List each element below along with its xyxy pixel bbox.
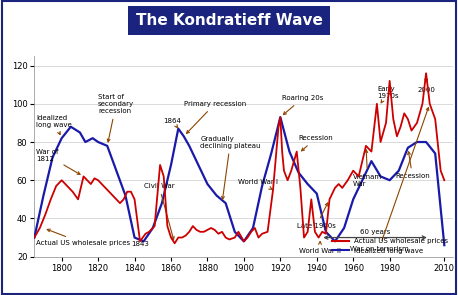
- Text: World War I: World War I: [239, 179, 278, 189]
- Text: Gradually
declining plateau: Gradually declining plateau: [200, 135, 261, 199]
- Text: Recession: Recession: [395, 152, 430, 179]
- Text: War of
1812: War of 1812: [36, 149, 80, 174]
- Text: Late 1940s: Late 1940s: [297, 203, 336, 229]
- Text: War on terrorism: War on terrorism: [349, 108, 429, 252]
- Text: Vietnam
War: Vietnam War: [353, 150, 382, 187]
- Text: 60 years: 60 years: [360, 229, 390, 235]
- Text: Roaring 20s: Roaring 20s: [282, 95, 323, 114]
- Text: Actual US wholesale prices: Actual US wholesale prices: [36, 229, 130, 246]
- Text: Primary recession: Primary recession: [184, 101, 246, 133]
- Text: 1864: 1864: [164, 118, 181, 128]
- Text: World War II: World War II: [299, 242, 341, 254]
- Text: 1843: 1843: [131, 241, 149, 247]
- Text: Start of
secondary
recession: Start of secondary recession: [98, 94, 134, 142]
- Text: Civil War: Civil War: [144, 183, 174, 240]
- Text: Recession: Recession: [299, 135, 333, 151]
- Text: Idealized
long wave: Idealized long wave: [36, 114, 72, 135]
- Legend: Actual US wholesale prices, Idealized long wave: Actual US wholesale prices, Idealized lo…: [330, 237, 450, 255]
- Text: 2000: 2000: [417, 77, 435, 94]
- Text: The Kondratieff Wave: The Kondratieff Wave: [136, 13, 322, 28]
- Text: Early
1970s: Early 1970s: [377, 86, 398, 103]
